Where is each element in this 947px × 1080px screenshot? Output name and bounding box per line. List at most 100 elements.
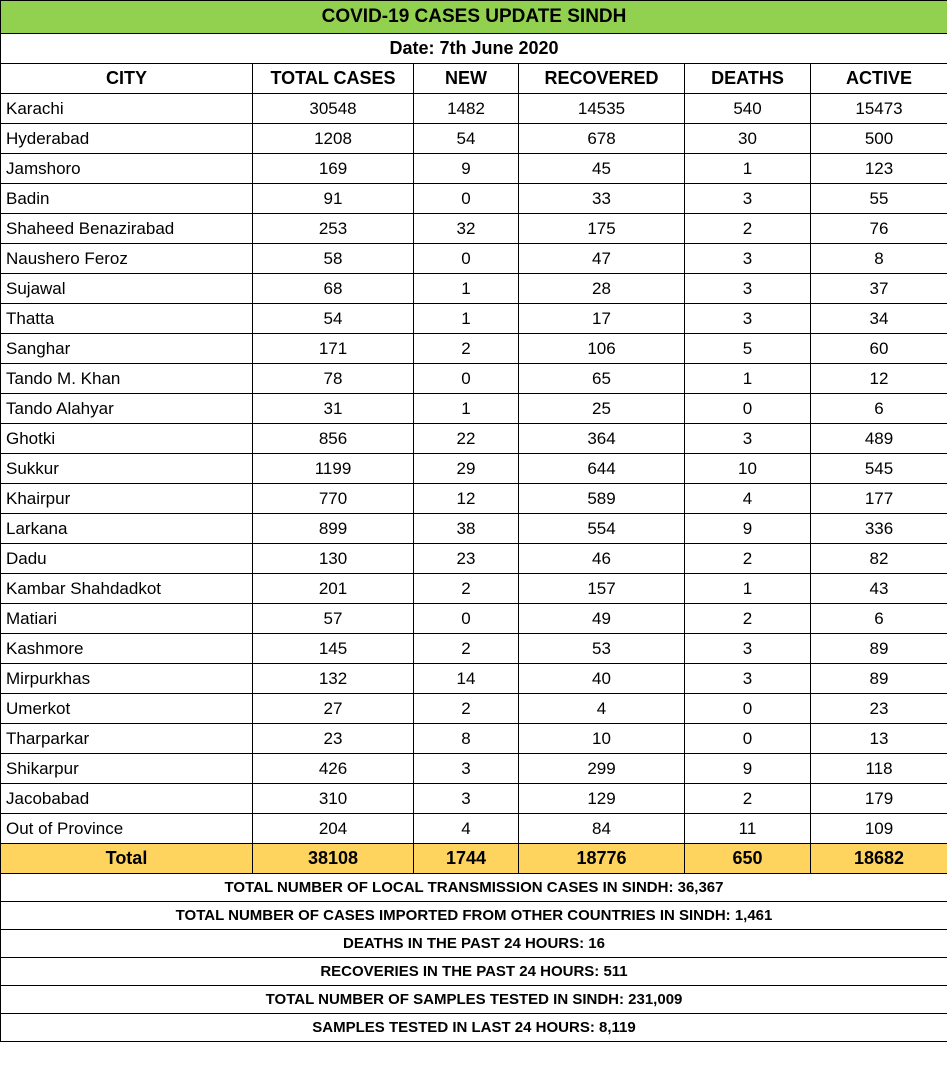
value-cell: 118 (809, 753, 947, 784)
value-cell: 1208 (252, 123, 414, 154)
city-cell: Kambar Shahdadkot (0, 573, 253, 604)
value-cell: 30548 (252, 93, 414, 124)
date-label: Date: 7th June 2020 (0, 33, 947, 64)
value-cell: 54 (413, 123, 519, 154)
table-row-dadu: Dadu 130 23 46 2 82 (0, 543, 947, 574)
value-cell: 23 (413, 543, 519, 574)
value-cell: 37 (809, 273, 947, 304)
value-cell: 770 (252, 483, 414, 514)
value-cell: 6 (809, 393, 947, 424)
table-row-kambar-shahdadkot: Kambar Shahdadkot 201 2 157 1 43 (0, 573, 947, 604)
city-cell: Hyderabad (0, 123, 253, 154)
column-header-row: CITY TOTAL CASES NEW RECOVERED DEATHS ACTIVE (0, 63, 947, 94)
value-cell: 201 (252, 573, 414, 604)
value-cell: 0 (413, 183, 519, 214)
value-cell: 14 (413, 663, 519, 694)
value-cell: 5 (684, 333, 811, 364)
total-value-cell: 38108 (252, 843, 414, 874)
city-cell: Umerkot (0, 693, 253, 724)
total-section: Total 38108 1744 18776 650 18682 (0, 843, 947, 874)
value-cell: 49 (518, 603, 685, 634)
table-row-tando-m-khan: Tando M. Khan 78 0 65 1 12 (0, 363, 947, 394)
value-cell: 157 (518, 573, 685, 604)
value-cell: 1482 (413, 93, 519, 124)
value-cell: 1 (684, 363, 811, 394)
value-cell: 54 (252, 303, 414, 334)
value-cell: 32 (413, 213, 519, 244)
value-cell: 31 (252, 393, 414, 424)
summary-text: SAMPLES TESTED IN LAST 24 HOURS: 8,119 (0, 1013, 947, 1042)
total-row: Total 38108 1744 18776 650 18682 (0, 843, 947, 874)
value-cell: 364 (518, 423, 685, 454)
value-cell: 554 (518, 513, 685, 544)
value-cell: 2 (413, 573, 519, 604)
value-cell: 2 (413, 693, 519, 724)
value-cell: 204 (252, 813, 414, 844)
value-cell: 1 (684, 573, 811, 604)
covid-cases-table: COVID-19 CASES UPDATE SINDH Date: 7th Ju… (0, 0, 947, 1042)
value-cell: 678 (518, 123, 685, 154)
city-cell: Sujawal (0, 273, 253, 304)
value-cell: 3 (684, 663, 811, 694)
value-cell: 1 (413, 393, 519, 424)
summary-row-3: RECOVERIES IN THE PAST 24 HOURS: 511 (0, 957, 947, 986)
value-cell: 89 (809, 633, 947, 664)
value-cell: 644 (518, 453, 685, 484)
value-cell: 78 (252, 363, 414, 394)
value-cell: 426 (252, 753, 414, 784)
table-row-shaheed-benazirabad: Shaheed Benazirabad 253 32 175 2 76 (0, 213, 947, 244)
value-cell: 46 (518, 543, 685, 574)
value-cell: 15473 (809, 93, 947, 124)
table-row-matiari: Matiari 57 0 49 2 6 (0, 603, 947, 634)
value-cell: 3 (684, 633, 811, 664)
value-cell: 1 (413, 303, 519, 334)
total-value-cell: 650 (684, 843, 811, 874)
value-cell: 4 (518, 693, 685, 724)
table-row-badin: Badin 91 0 33 3 55 (0, 183, 947, 214)
value-cell: 2 (684, 783, 811, 814)
value-cell: 82 (809, 543, 947, 574)
value-cell: 4 (684, 483, 811, 514)
city-cell: Tando Alahyar (0, 393, 253, 424)
city-cell: Matiari (0, 603, 253, 634)
table-row-sujawal: Sujawal 68 1 28 3 37 (0, 273, 947, 304)
total-label: Total (0, 843, 253, 874)
summary-row-2: DEATHS IN THE PAST 24 HOURS: 16 (0, 929, 947, 958)
value-cell: 47 (518, 243, 685, 274)
value-cell: 4 (413, 813, 519, 844)
city-cell: Larkana (0, 513, 253, 544)
value-cell: 130 (252, 543, 414, 574)
value-cell: 0 (413, 363, 519, 394)
table-row-sanghar: Sanghar 171 2 106 5 60 (0, 333, 947, 364)
value-cell: 76 (809, 213, 947, 244)
city-cell: Shikarpur (0, 753, 253, 784)
value-cell: 17 (518, 303, 685, 334)
value-cell: 171 (252, 333, 414, 364)
value-cell: 22 (413, 423, 519, 454)
city-cell: Kashmore (0, 633, 253, 664)
value-cell: 38 (413, 513, 519, 544)
value-cell: 2 (684, 603, 811, 634)
summary-text: RECOVERIES IN THE PAST 24 HOURS: 511 (0, 957, 947, 986)
value-cell: 3 (684, 183, 811, 214)
value-cell: 589 (518, 483, 685, 514)
value-cell: 55 (809, 183, 947, 214)
summary-row-1: TOTAL NUMBER OF CASES IMPORTED FROM OTHE… (0, 901, 947, 930)
value-cell: 177 (809, 483, 947, 514)
value-cell: 12 (809, 363, 947, 394)
table-row-khairpur: Khairpur 770 12 589 4 177 (0, 483, 947, 514)
value-cell: 45 (518, 153, 685, 184)
column-header-recovered: RECOVERED (518, 63, 685, 94)
value-cell: 500 (809, 123, 947, 154)
value-cell: 109 (809, 813, 947, 844)
page-title: COVID-19 CASES UPDATE SINDH (0, 0, 947, 34)
table-row-shikarpur: Shikarpur 426 3 299 9 118 (0, 753, 947, 784)
summary-row-5: SAMPLES TESTED IN LAST 24 HOURS: 8,119 (0, 1013, 947, 1042)
city-cell: Ghotki (0, 423, 253, 454)
city-cell: Thatta (0, 303, 253, 334)
table-row-jamshoro: Jamshoro 169 9 45 1 123 (0, 153, 947, 184)
value-cell: 129 (518, 783, 685, 814)
table-row-karachi: Karachi 30548 1482 14535 540 15473 (0, 93, 947, 124)
table-row-out-of-province: Out of Province 204 4 84 11 109 (0, 813, 947, 844)
value-cell: 25 (518, 393, 685, 424)
